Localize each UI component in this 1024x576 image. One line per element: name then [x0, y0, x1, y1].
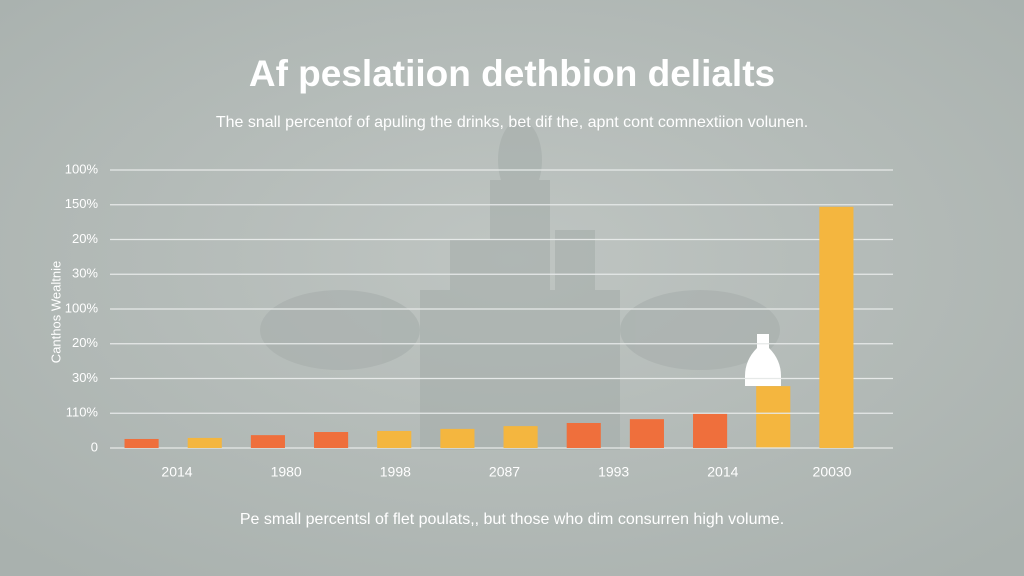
- bottle: [745, 334, 781, 386]
- bar: [377, 430, 412, 448]
- bar: [503, 426, 538, 448]
- bar: [566, 422, 601, 448]
- y-tick-label: 20%: [72, 335, 98, 350]
- y-tick-label: 100%: [65, 161, 99, 176]
- x-tick-label: 2014: [707, 464, 738, 480]
- bar: [124, 438, 159, 448]
- x-tick-label: 1980: [271, 464, 302, 480]
- x-tick-label: 1993: [598, 464, 629, 480]
- bar: [250, 435, 285, 448]
- y-tick-label: 20%: [72, 231, 98, 246]
- x-tick-label: 1998: [380, 464, 411, 480]
- bar: [819, 206, 854, 448]
- x-tick-label: 2087: [489, 464, 520, 480]
- x-tick-label: 2014: [161, 464, 192, 480]
- bar: [440, 428, 475, 448]
- y-tick-label: 150%: [65, 196, 99, 211]
- chart-subtitle: The snall percentof of apuling the drink…: [216, 114, 808, 131]
- chart-title: Af peslatiion dethbion delialts: [249, 53, 775, 94]
- y-tick-label: 0: [91, 439, 98, 454]
- bar: [693, 413, 728, 448]
- bar: [314, 432, 349, 448]
- x-tick-label: 20030: [813, 464, 852, 480]
- y-tick-label: 110%: [66, 405, 99, 420]
- y-tick-label: 30%: [72, 370, 98, 385]
- y-tick-label: 30%: [72, 266, 98, 281]
- bar: [629, 419, 664, 448]
- bar: [756, 386, 791, 448]
- y-axis-label: Canthos Wealtnie: [48, 261, 63, 363]
- footer-note: Pe small percentsl of flet poulats,, but…: [240, 511, 784, 528]
- y-tick-label: 100%: [65, 300, 99, 315]
- bar: [187, 437, 222, 448]
